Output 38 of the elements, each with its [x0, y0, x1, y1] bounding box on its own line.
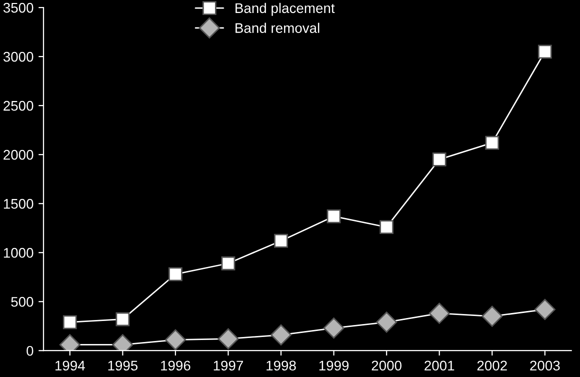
point	[221, 256, 236, 270]
point	[323, 318, 344, 339]
point	[62, 315, 77, 330]
y-tick-label: 2500	[4, 100, 34, 111]
point	[482, 306, 503, 327]
y-tick-label: 3000	[3, 52, 34, 62]
x-tick-label: 2000	[372, 360, 402, 371]
point	[376, 312, 398, 333]
legend-label: Band removal	[236, 22, 320, 33]
x-tick-label: 1996	[161, 360, 190, 371]
point	[538, 44, 552, 59]
y-tick-label: 500	[11, 296, 34, 307]
point	[116, 312, 130, 326]
y-tick-label: 0	[26, 346, 34, 356]
x-tick-label: 1999	[319, 360, 349, 371]
x-tick-label: 1997	[214, 360, 243, 371]
x-tick-label: 1998	[266, 360, 296, 371]
x-tick-label: 1994	[56, 360, 85, 371]
point	[432, 152, 446, 166]
y-tick-label: 2000	[4, 150, 34, 160]
x-tick-label: 2001	[424, 360, 454, 371]
point	[534, 298, 556, 320]
point	[485, 136, 500, 150]
point	[274, 234, 288, 248]
y-tick-label: 1000	[4, 248, 34, 258]
point	[164, 329, 186, 350]
point	[326, 209, 341, 224]
x-tick-label: 2003	[530, 360, 560, 371]
point	[218, 328, 239, 350]
point	[270, 324, 292, 346]
point	[168, 267, 182, 282]
point	[380, 220, 394, 234]
x-tick-label: 2002	[477, 360, 507, 371]
y-tick-label: 3500	[3, 2, 34, 13]
point	[428, 302, 450, 324]
legend-label: Band placement	[236, 2, 335, 16]
y-tick-label: 1500	[4, 198, 34, 209]
x-tick-label: 1995	[108, 360, 138, 371]
